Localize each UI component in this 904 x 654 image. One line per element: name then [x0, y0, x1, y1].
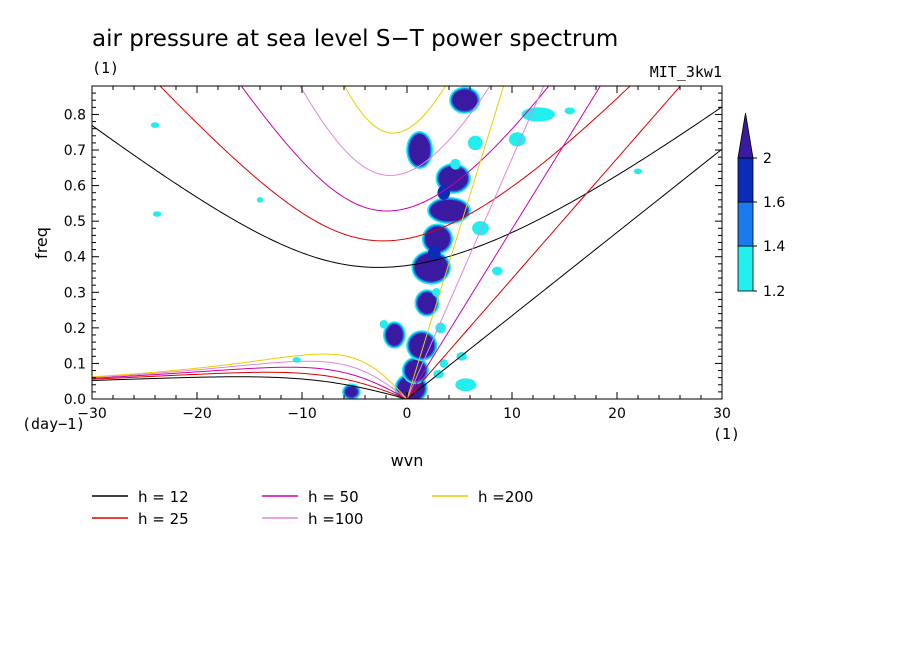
y-axis-ticks: 0.0 0.1 0.2 0.3 0.4 0.5 0.6 0.7 0.8: [64, 85, 722, 408]
kelvin-curve: [406, 86, 505, 399]
x-unit-label: (1): [713, 425, 740, 443]
contour-fill: [438, 166, 468, 191]
contour-fill: [633, 168, 643, 175]
legend-label: h = 50: [308, 488, 359, 506]
contour-fill: [379, 320, 389, 329]
contour-fill: [386, 324, 403, 346]
legend-label: h =200: [478, 488, 533, 506]
contour-fill: [452, 89, 478, 111]
kelvin-curve: [406, 86, 682, 399]
contour-fill: [150, 122, 160, 128]
y-tick-label: 0.8: [64, 107, 86, 123]
rossby-curve: [92, 371, 408, 399]
inertia-gravity-curve: [159, 86, 631, 242]
x-tick-label: 10: [503, 406, 521, 422]
kelvin-curve: [406, 148, 722, 399]
kelvin-curve: [406, 86, 545, 399]
contour-fill: [492, 266, 503, 276]
y-axis-label: freq: [32, 227, 51, 259]
contour-fill: [430, 199, 468, 222]
plot-frame: [91, 85, 723, 400]
legend: h = 12 h = 25 h = 50 h =100 h =200: [92, 488, 533, 528]
colorbar-label: 2: [763, 151, 772, 167]
inertia-gravity-curve: [299, 86, 491, 176]
inertia-gravity-curve: [344, 86, 447, 134]
rossby-curve: [92, 360, 408, 399]
contour-fill: [432, 288, 441, 297]
contour-fill: [564, 107, 575, 115]
x-tick-label: 0: [403, 406, 412, 422]
x-tick-label: 20: [608, 406, 626, 422]
contour-fill: [428, 246, 441, 261]
colorbar: 1.2 1.4 1.6 2: [737, 112, 785, 300]
y-tick-label: 0.5: [64, 214, 86, 230]
colorbar-label: 1.6: [763, 195, 785, 211]
x-tick-label: −20: [182, 406, 212, 422]
rossby-curve: [92, 353, 408, 399]
contour-fill: [152, 211, 162, 217]
contour-fill: [508, 132, 526, 147]
curve-group-h12: [92, 106, 722, 399]
contour-fill: [345, 386, 358, 398]
contour-fill: [424, 226, 451, 252]
legend-label: h = 25: [138, 510, 189, 528]
colorbar-label: 1.2: [763, 284, 785, 300]
contour-fill: [467, 135, 483, 151]
contour-fill: [450, 158, 461, 170]
x-tick-label: 30: [713, 406, 731, 422]
y-tick-label: 0.7: [64, 143, 86, 159]
y-tick-label: 0.1: [64, 356, 86, 372]
y-tick-label: 0.2: [64, 321, 86, 337]
contour-fill: [455, 378, 477, 392]
y-tick-label: 0.4: [64, 250, 86, 266]
curve-group-h200: [92, 86, 505, 399]
inertia-gravity-curve: [240, 86, 550, 212]
contour-fill: [409, 134, 431, 167]
curve-group-h25: [92, 86, 682, 399]
spectrum-contour-fills: [150, 86, 643, 399]
legend-label: h =100: [308, 510, 363, 528]
colorbar-segment: [737, 245, 754, 292]
model-label: MIT_3kw1: [650, 63, 722, 81]
y-tick-label: 0.0: [64, 392, 86, 408]
contour-fill: [439, 359, 448, 368]
contour-fill: [414, 253, 448, 282]
contour-fill: [256, 196, 264, 203]
dispersion-curves: [92, 86, 722, 399]
x-axis-label: wvn: [391, 451, 424, 470]
contour-fill: [417, 292, 437, 314]
contour-fill: [435, 322, 446, 334]
rossby-curve: [92, 366, 408, 399]
x-axis-ticks: −30 −20 −10 0 10 20 30: [77, 86, 731, 422]
kelvin-curve: [406, 86, 601, 399]
curve-group-h100: [92, 86, 545, 399]
curve-group-h50: [92, 86, 601, 399]
colorbar-triangle: [737, 112, 754, 159]
units-left-label: (1): [92, 59, 119, 77]
contour-fill: [472, 221, 489, 236]
inertia-gravity-curve: [92, 106, 722, 268]
legend-label: h = 12: [138, 488, 189, 506]
colorbar-segment: [737, 157, 754, 203]
colorbar-label: 1.4: [763, 239, 785, 255]
y-tick-label: 0.6: [64, 179, 86, 195]
contour-fill: [521, 107, 556, 122]
y-unit-label: (day−1): [22, 415, 85, 433]
y-tick-label: 0.3: [64, 285, 86, 301]
x-tick-label: −30: [77, 406, 107, 422]
chart-title: air pressure at sea level S−T power spec…: [92, 26, 618, 52]
colorbar-segment: [737, 201, 754, 247]
x-tick-label: −10: [287, 406, 317, 422]
rossby-curve: [92, 376, 408, 399]
